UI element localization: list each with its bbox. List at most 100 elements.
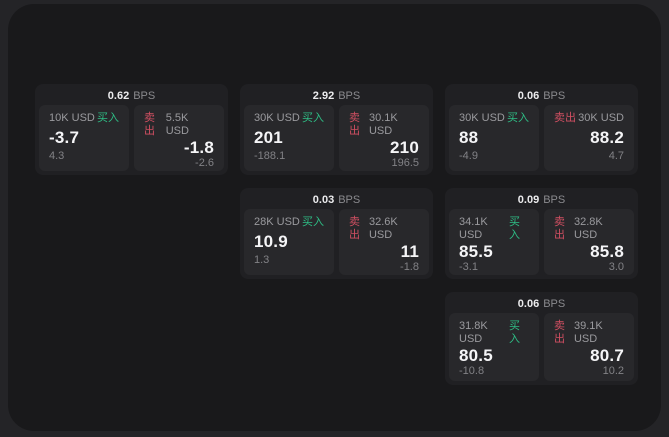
sell-label: 卖出 — [349, 216, 360, 241]
sell-delta: 3.0 — [608, 261, 624, 273]
sell-price: 85.8 — [590, 242, 624, 261]
buy-label-row: 10K USD 买入 — [49, 112, 119, 125]
sell-size: 32.6K USD — [368, 216, 398, 241]
buy-quote-tile[interactable]: 34.1K USD 买入 85.5 -3.1 — [449, 209, 539, 275]
sell-quote-tile[interactable]: 卖出 30K USD 88.2 4.7 — [544, 105, 634, 171]
buy-delta: -3.1 — [459, 261, 478, 273]
sell-label: 卖出 — [554, 216, 565, 241]
sell-label-row: 卖出 39.1K USD — [554, 320, 624, 346]
buy-price: 201 — [254, 128, 283, 147]
app-panel: 0.62 BPS 10K USD 买入 -3.7 4.3 卖出 5.5K USD — [8, 4, 661, 431]
bps-header: 0.03 BPS — [244, 191, 429, 209]
buy-size: 34.1K USD — [459, 216, 488, 241]
buy-label: 买入 — [509, 320, 521, 345]
buy-quote-tile[interactable]: 10K USD 买入 -3.7 4.3 — [39, 105, 129, 171]
sell-quote-tile[interactable]: 卖出 30.1K USD 210 196.5 — [339, 105, 429, 171]
buy-quote-tile[interactable]: 30K USD 买入 88 -4.9 — [449, 105, 539, 171]
buy-label: 买入 — [302, 216, 324, 228]
buy-delta: -4.9 — [459, 150, 478, 162]
sell-label: 卖出 — [554, 320, 565, 345]
buy-delta: 4.3 — [49, 150, 65, 162]
buy-quote-tile[interactable]: 31.8K USD 买入 80.5 -10.8 — [449, 313, 539, 381]
bps-unit-label: BPS — [543, 298, 566, 310]
bps-value: 0.62 — [107, 90, 130, 102]
sell-size: 5.5K USD — [165, 112, 189, 137]
sell-label-row: 卖出 5.5K USD — [144, 112, 214, 138]
sell-label-row: 卖出 30.1K USD — [349, 112, 419, 138]
buy-label-row: 30K USD 买入 — [459, 112, 529, 125]
sell-size: 30.1K USD — [368, 112, 398, 137]
bps-unit-label: BPS — [543, 194, 566, 206]
sell-label: 卖出 — [144, 112, 155, 137]
quote-sides: 34.1K USD 买入 85.5 -3.1 卖出 32.8K USD 85.8… — [449, 209, 634, 275]
buy-label-row: 34.1K USD 买入 — [459, 216, 529, 242]
bps-unit-label: BPS — [133, 90, 156, 102]
sell-label: 卖出 — [554, 112, 576, 124]
buy-quote-tile[interactable]: 30K USD 买入 201 -188.1 — [244, 105, 334, 171]
bps-header: 0.62 BPS — [39, 87, 224, 105]
quote-sides: 31.8K USD 买入 80.5 -10.8 卖出 39.1K USD 80.… — [449, 313, 634, 381]
sell-price: 88.2 — [590, 128, 624, 147]
quote-card: 0.62 BPS 10K USD 买入 -3.7 4.3 卖出 5.5K USD — [35, 84, 228, 175]
quote-card: 2.92 BPS 30K USD 买入 201 -188.1 卖出 30.1K … — [240, 84, 433, 175]
buy-size: 30K USD — [254, 112, 300, 124]
bps-value: 2.92 — [312, 90, 335, 102]
quote-card: 0.09 BPS 34.1K USD 买入 85.5 -3.1 卖出 32.8K… — [445, 188, 638, 279]
bps-value: 0.06 — [517, 90, 540, 102]
sell-size: 39.1K USD — [573, 320, 603, 345]
buy-label-row: 31.8K USD 买入 — [459, 320, 529, 346]
buy-size: 31.8K USD — [459, 320, 488, 345]
bps-unit-label: BPS — [338, 90, 361, 102]
sell-price: 80.7 — [590, 346, 624, 365]
buy-price: 85.5 — [459, 242, 493, 261]
buy-label-row: 28K USD 买入 — [254, 216, 324, 229]
sell-delta: 10.2 — [602, 365, 624, 377]
bps-value: 0.09 — [517, 194, 540, 206]
quote-sides: 30K USD 买入 201 -188.1 卖出 30.1K USD 210 1… — [244, 105, 429, 171]
buy-size: 30K USD — [459, 112, 505, 124]
bps-unit-label: BPS — [543, 90, 566, 102]
quote-card: 0.03 BPS 28K USD 买入 10.9 1.3 卖出 32.6K US… — [240, 188, 433, 279]
bps-header: 2.92 BPS — [244, 87, 429, 105]
buy-price: 10.9 — [254, 232, 288, 251]
quote-sides: 10K USD 买入 -3.7 4.3 卖出 5.5K USD -1.8 -2.… — [39, 105, 224, 171]
buy-label: 买入 — [302, 112, 324, 124]
sell-delta: -1.8 — [400, 261, 419, 273]
sell-delta: -2.6 — [195, 157, 214, 169]
buy-label-row: 30K USD 买入 — [254, 112, 324, 125]
sell-price: -1.8 — [183, 138, 214, 157]
bps-header: 0.06 BPS — [449, 87, 634, 105]
sell-price: 210 — [390, 138, 419, 157]
sell-quote-tile[interactable]: 卖出 39.1K USD 80.7 10.2 — [544, 313, 634, 381]
buy-price: -3.7 — [49, 128, 80, 147]
quote-card: 0.06 BPS 30K USD 买入 88 -4.9 卖出 30K USD — [445, 84, 638, 175]
buy-quote-tile[interactable]: 28K USD 买入 10.9 1.3 — [244, 209, 334, 275]
buy-size: 28K USD — [254, 216, 300, 228]
sell-label: 卖出 — [349, 112, 360, 137]
sell-quote-tile[interactable]: 卖出 32.6K USD 11 -1.8 — [339, 209, 429, 275]
bps-value: 0.03 — [312, 194, 335, 206]
bps-header: 0.06 BPS — [449, 295, 634, 313]
sell-quote-tile[interactable]: 卖出 32.8K USD 85.8 3.0 — [544, 209, 634, 275]
quote-sides: 30K USD 买入 88 -4.9 卖出 30K USD 88.2 4.7 — [449, 105, 634, 171]
sell-quote-tile[interactable]: 卖出 5.5K USD -1.8 -2.6 — [134, 105, 224, 171]
sell-label-row: 卖出 32.6K USD — [349, 216, 419, 242]
buy-delta: 1.3 — [254, 254, 270, 266]
sell-label-row: 卖出 30K USD — [554, 112, 624, 125]
quote-card: 0.06 BPS 31.8K USD 买入 80.5 -10.8 卖出 39.1… — [445, 292, 638, 385]
sell-size: 32.8K USD — [573, 216, 603, 241]
buy-size: 10K USD — [49, 112, 95, 124]
quote-grid: 0.62 BPS 10K USD 买入 -3.7 4.3 卖出 5.5K USD — [35, 84, 638, 385]
buy-label: 买入 — [97, 112, 119, 124]
bps-header: 0.09 BPS — [449, 191, 634, 209]
sell-size: 30K USD — [578, 112, 624, 124]
bps-unit-label: BPS — [338, 194, 361, 206]
sell-delta: 4.7 — [608, 150, 624, 162]
sell-label-row: 卖出 32.8K USD — [554, 216, 624, 242]
buy-label: 买入 — [507, 112, 529, 124]
buy-delta: -10.8 — [459, 365, 485, 377]
buy-label: 买入 — [509, 216, 521, 241]
sell-price: 11 — [400, 242, 419, 261]
buy-delta: -188.1 — [254, 150, 286, 162]
sell-delta: 196.5 — [391, 157, 419, 169]
